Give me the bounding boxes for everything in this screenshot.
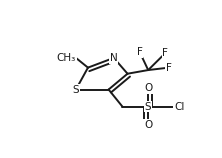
Text: F: F [163, 48, 168, 58]
Text: N: N [110, 53, 118, 63]
Text: O: O [144, 83, 152, 93]
Text: Cl: Cl [174, 102, 184, 112]
Text: F: F [166, 63, 172, 73]
Text: CH₃: CH₃ [57, 53, 76, 63]
Text: S: S [145, 102, 151, 112]
Text: F: F [137, 47, 143, 57]
Text: O: O [144, 120, 152, 130]
Text: S: S [73, 85, 79, 94]
